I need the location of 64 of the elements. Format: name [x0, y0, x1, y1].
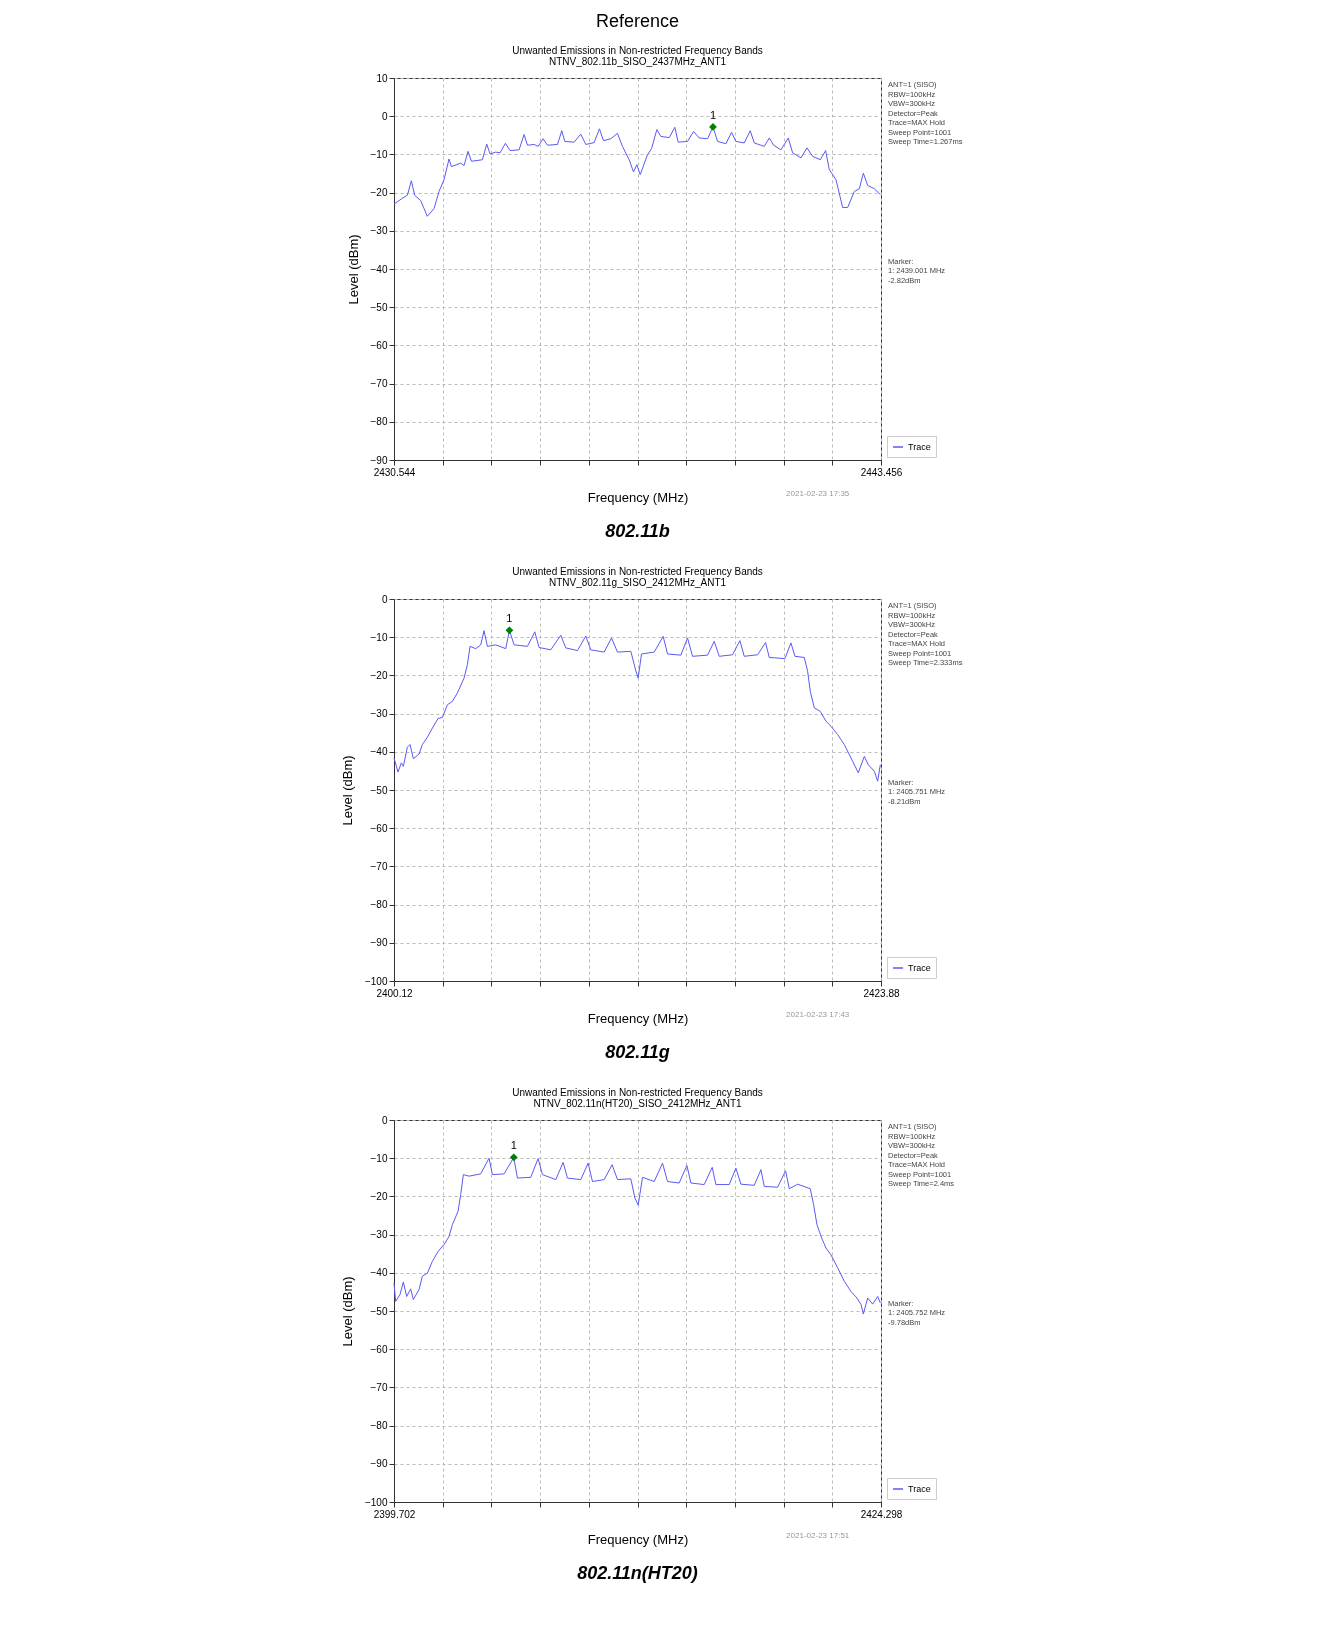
y-tick-label: 0	[381, 1114, 388, 1126]
x-axis-title: Frequency (MHz)	[587, 1010, 689, 1026]
x-tick-label: 2424.298	[860, 1508, 903, 1520]
y-tick-label: −60	[370, 1343, 388, 1355]
x-tick-label: 2443.456	[860, 466, 903, 478]
y-tick-label: −10	[370, 1152, 388, 1164]
y-tick-label: −60	[370, 339, 388, 351]
x-tick-label: 2423.88	[863, 987, 901, 999]
y-tick-label: 0	[381, 110, 388, 122]
annotation: 1	[510, 1139, 517, 1152]
chart-subtitle: NTNV_802.11b_SISO_2437MHz_ANT1	[548, 56, 727, 67]
y-tick-label: −90	[370, 937, 388, 949]
text: 802.11n(HT20)	[577, 1563, 698, 1583]
x-tick-label: 2430.544	[373, 466, 416, 478]
text: Reference	[595, 11, 680, 31]
chart-title: Unwanted Emissions in Non-restricted Frequency Bands	[512, 566, 763, 577]
y-axis-title: Level (dBm)	[339, 1276, 355, 1347]
y-tick-label: −20	[370, 669, 388, 681]
chart-subtitle: NTNV_802.11g_SISO_2412MHz_ANT1	[548, 577, 727, 588]
legend-label: Trace	[908, 442, 931, 452]
y-tick-label: −20	[370, 1190, 388, 1202]
y-tick-label: −20	[370, 187, 388, 199]
y-tick-label: −100	[364, 975, 388, 987]
y-tick-label: −50	[370, 1305, 388, 1317]
x-axis-title: Frequency (MHz)	[587, 489, 689, 505]
y-tick-label: −80	[370, 416, 388, 428]
y-axis-title: Level (dBm)	[339, 755, 355, 826]
y-tick-label: −80	[370, 899, 388, 911]
legend-label: Trace	[908, 1484, 931, 1494]
y-tick-label: −30	[370, 708, 388, 720]
chart-subtitle: NTNV_802.11n(HT20)_SISO_2412MHz_ANT1	[533, 1098, 743, 1109]
y-tick-label: −40	[370, 263, 388, 275]
y-axis-title: Level (dBm)	[345, 234, 361, 305]
y-tick-label: −80	[370, 1420, 388, 1432]
x-tick-label: 2399.702	[373, 1508, 416, 1520]
y-tick-label: −40	[370, 746, 388, 758]
y-tick-label: −70	[370, 1381, 388, 1393]
chart-title: Unwanted Emissions in Non-restricted Frequency Bands	[512, 1087, 763, 1098]
text: 802.11b	[605, 521, 670, 541]
y-tick-label: −30	[370, 1229, 388, 1241]
y-tick-label: −90	[370, 454, 388, 466]
y-tick-label: −10	[370, 631, 388, 643]
y-tick-label: 0	[381, 593, 388, 605]
annotation: 1	[709, 108, 717, 121]
text: 802.11g	[605, 1042, 670, 1062]
legend-label: Trace	[908, 963, 931, 973]
x-tick-label: 2400.12	[376, 987, 414, 999]
y-tick-label: −10	[370, 148, 388, 160]
y-tick-label: −40	[370, 1267, 388, 1279]
text: 2021-02-23 17:35	[786, 489, 850, 498]
y-tick-label: −70	[370, 860, 388, 872]
y-tick-label: −50	[370, 301, 388, 313]
y-tick-label: −50	[370, 784, 388, 796]
annotation: 1	[506, 612, 513, 625]
text: 2021-02-23 17:43	[786, 1010, 850, 1019]
chart-title: Unwanted Emissions in Non-restricted Frequency Bands	[512, 45, 763, 56]
y-tick-label: 10	[376, 72, 388, 84]
y-tick-label: −60	[370, 822, 388, 834]
y-tick-label: −70	[370, 378, 388, 390]
y-tick-label: −30	[370, 225, 388, 237]
text: 2021-02-23 17:51	[786, 1531, 850, 1540]
y-tick-label: −100	[364, 1496, 388, 1508]
y-tick-label: −90	[370, 1458, 388, 1470]
x-axis-title: Frequency (MHz)	[587, 1531, 689, 1547]
